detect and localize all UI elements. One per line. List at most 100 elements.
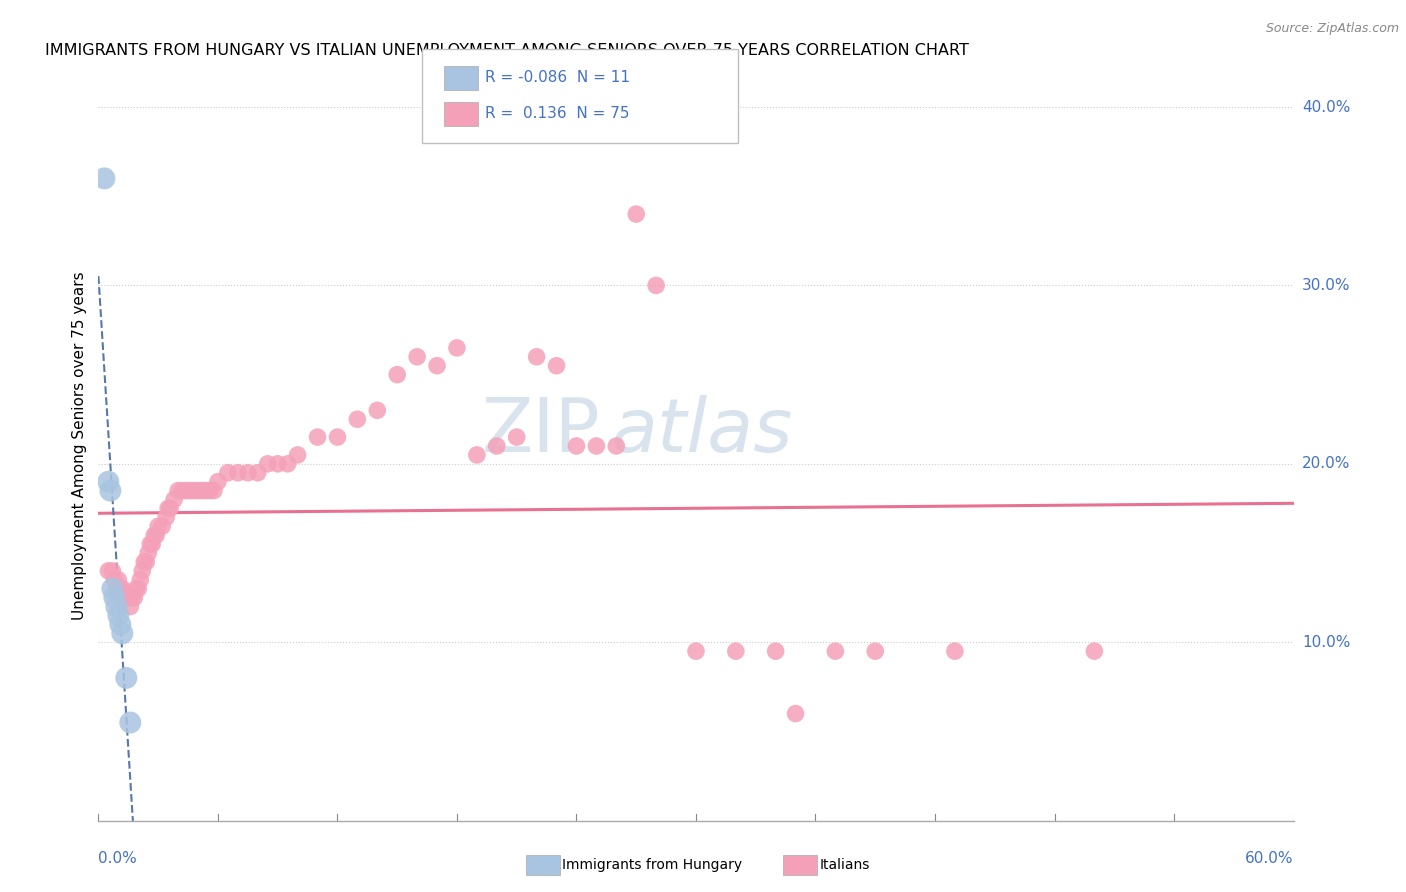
- Point: [124, 591, 146, 605]
- Point: [236, 466, 259, 480]
- Point: [485, 439, 508, 453]
- Point: [127, 582, 149, 596]
- Point: [112, 591, 135, 605]
- Point: [117, 591, 139, 605]
- Point: [179, 483, 201, 498]
- Point: [105, 582, 128, 596]
- Text: 30.0%: 30.0%: [1302, 278, 1350, 293]
- Point: [183, 483, 205, 498]
- Point: [526, 350, 548, 364]
- Point: [724, 644, 747, 658]
- Point: [172, 483, 194, 498]
- Point: [277, 457, 299, 471]
- Point: [287, 448, 309, 462]
- Point: [785, 706, 807, 721]
- Text: 60.0%: 60.0%: [1246, 851, 1294, 866]
- Point: [105, 599, 128, 614]
- Text: IMMIGRANTS FROM HUNGARY VS ITALIAN UNEMPLOYMENT AMONG SENIORS OVER 75 YEARS CORR: IMMIGRANTS FROM HUNGARY VS ITALIAN UNEMP…: [45, 43, 969, 58]
- Point: [97, 564, 120, 578]
- Point: [1083, 644, 1105, 658]
- Point: [115, 671, 138, 685]
- Text: ZIP: ZIP: [482, 394, 600, 467]
- Point: [93, 171, 115, 186]
- Point: [385, 368, 409, 382]
- Point: [246, 466, 269, 480]
- Point: [107, 573, 129, 587]
- Point: [506, 430, 529, 444]
- Point: [98, 483, 122, 498]
- Point: [101, 564, 124, 578]
- Point: [198, 483, 221, 498]
- Point: [765, 644, 787, 658]
- Point: [103, 591, 125, 605]
- Point: [645, 278, 668, 293]
- Point: [135, 555, 157, 569]
- Point: [207, 475, 229, 489]
- Point: [943, 644, 966, 658]
- Point: [326, 430, 349, 444]
- Point: [256, 457, 278, 471]
- Text: R =  0.136  N = 75: R = 0.136 N = 75: [485, 106, 630, 120]
- Point: [187, 483, 209, 498]
- Point: [115, 591, 138, 605]
- Text: Immigrants from Hungary: Immigrants from Hungary: [562, 858, 742, 872]
- Text: atlas: atlas: [613, 395, 794, 467]
- Point: [121, 591, 143, 605]
- Point: [97, 475, 120, 489]
- Point: [195, 483, 218, 498]
- Point: [111, 582, 134, 596]
- Text: 0.0%: 0.0%: [98, 851, 138, 866]
- Point: [145, 528, 167, 542]
- Point: [167, 483, 190, 498]
- Point: [824, 644, 846, 658]
- Point: [163, 492, 186, 507]
- Point: [139, 537, 162, 551]
- Point: [107, 608, 129, 623]
- Point: [120, 715, 142, 730]
- Point: [346, 412, 368, 426]
- Y-axis label: Unemployment Among Seniors over 75 years: Unemployment Among Seniors over 75 years: [72, 272, 87, 620]
- Point: [267, 457, 290, 471]
- Point: [202, 483, 225, 498]
- Point: [174, 483, 197, 498]
- Point: [406, 350, 429, 364]
- Point: [155, 510, 177, 524]
- Text: Source: ZipAtlas.com: Source: ZipAtlas.com: [1265, 22, 1399, 36]
- Point: [129, 573, 152, 587]
- Point: [446, 341, 468, 355]
- Point: [366, 403, 388, 417]
- Point: [565, 439, 588, 453]
- Text: 40.0%: 40.0%: [1302, 100, 1350, 114]
- Point: [148, 519, 170, 533]
- Point: [120, 599, 142, 614]
- Point: [191, 483, 214, 498]
- Point: [546, 359, 568, 373]
- Point: [150, 519, 173, 533]
- Point: [605, 439, 627, 453]
- Text: 20.0%: 20.0%: [1302, 457, 1350, 471]
- Point: [110, 617, 132, 632]
- Point: [143, 528, 166, 542]
- Point: [217, 466, 239, 480]
- Point: [307, 430, 329, 444]
- Point: [111, 626, 134, 640]
- Text: Italians: Italians: [820, 858, 870, 872]
- Point: [110, 582, 132, 596]
- Point: [103, 573, 125, 587]
- Point: [465, 448, 488, 462]
- Point: [159, 501, 181, 516]
- Point: [131, 564, 153, 578]
- Point: [157, 501, 180, 516]
- Point: [865, 644, 887, 658]
- Text: R = -0.086  N = 11: R = -0.086 N = 11: [485, 70, 630, 85]
- Text: 10.0%: 10.0%: [1302, 635, 1350, 649]
- Point: [685, 644, 707, 658]
- Point: [426, 359, 449, 373]
- Point: [141, 537, 163, 551]
- Point: [626, 207, 648, 221]
- Point: [585, 439, 607, 453]
- Point: [125, 582, 148, 596]
- Point: [101, 582, 124, 596]
- Point: [136, 546, 159, 560]
- Point: [134, 555, 156, 569]
